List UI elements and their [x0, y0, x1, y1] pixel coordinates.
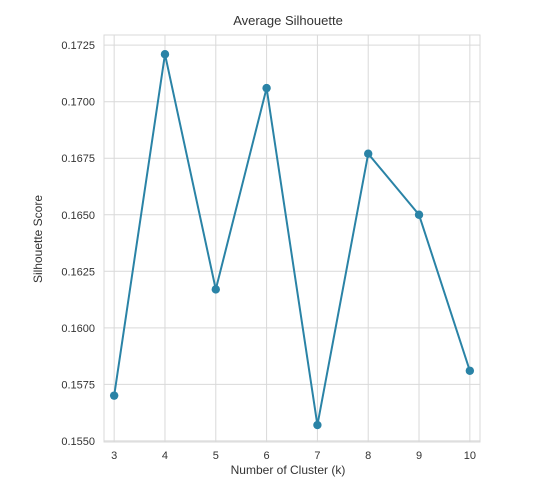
x-tick-label: 5: [213, 450, 219, 462]
silhouette-point: [465, 366, 475, 375]
x-tick-label: 3: [111, 450, 117, 462]
grid-layer: [103, 34, 481, 443]
chart-title: Average Silhouette: [233, 13, 343, 28]
y-tick-label: 0.1650: [61, 210, 95, 222]
y-tick-label: 0.1625: [61, 266, 95, 278]
silhouette-series-line: [113, 53, 471, 427]
x-tick-label: 7: [314, 450, 320, 462]
y-tick-label: 0.1725: [61, 40, 95, 52]
plot-background: [104, 35, 480, 442]
plot-frame: [103, 34, 481, 443]
silhouette-point: [211, 285, 220, 294]
line-layer: [113, 53, 471, 427]
x-tick-label: 4: [162, 450, 168, 462]
x-tick-label: 6: [264, 450, 270, 462]
y-tick-label: 0.1600: [61, 323, 95, 335]
silhouette-point: [160, 50, 170, 59]
silhouette-point: [414, 210, 424, 219]
silhouette-point: [262, 83, 271, 93]
y-tick-label: 0.1550: [61, 436, 95, 448]
tick-layer: 3 4 5 6 7 8 9 10 0.1550 0.1575 0.1600 0.1625 0.1650 0…: [61, 40, 476, 462]
y-tick-label: 0.1575: [61, 379, 95, 391]
x-axis-label: Number of Cluster (k): [231, 463, 346, 477]
y-tick-label: 0.1675: [61, 153, 95, 165]
point-layer: [109, 50, 475, 430]
silhouette-point: [364, 149, 373, 158]
x-tick-label: 9: [416, 450, 422, 462]
y-tick-label: 0.1700: [61, 97, 95, 109]
silhouette-point: [313, 420, 322, 430]
x-tick-label: 8: [365, 450, 371, 462]
y-axis-label: Silhouette Score: [31, 195, 45, 283]
silhouette-point: [109, 391, 119, 400]
x-tick-label: 10: [464, 450, 476, 462]
